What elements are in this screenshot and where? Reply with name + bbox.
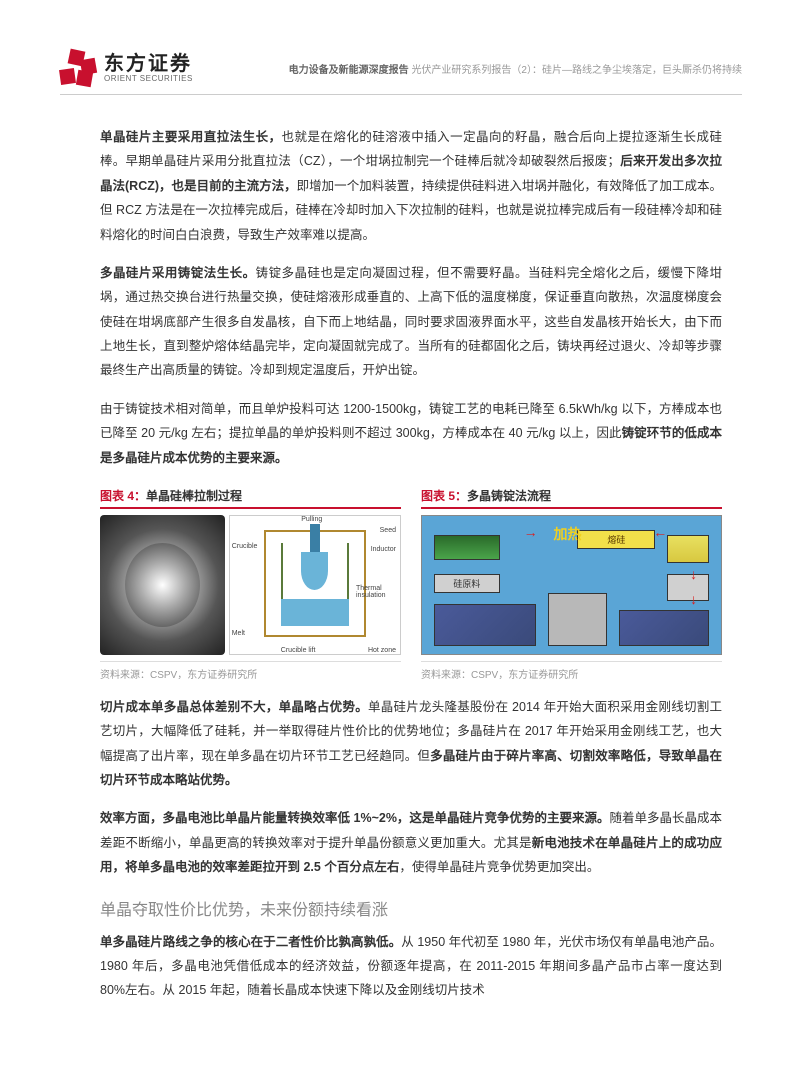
report-category: 电力设备及新能源深度报告 (289, 65, 409, 76)
label-hot: Hot zone (368, 647, 396, 654)
figure-5-source: 资料来源：CSPV，东方证券研究所 (421, 661, 722, 681)
arrow-heat-r: ← (653, 524, 667, 540)
header-meta: 电力设备及新能源深度报告 光伏产业研究系列报告（2）：硅片—路线之争尘埃落定，巨… (223, 50, 742, 78)
paragraph-6: 单多晶硅片路线之争的核心在于二者性价比孰高孰低。从 1950 年代初至 1980… (100, 930, 722, 1003)
f5-ingot-2 (619, 610, 709, 646)
label-pulling: Pulling (301, 516, 322, 523)
paragraph-2: 多晶硅片采用铸锭法生长。铸锭多晶硅也是定向凝固过程，但不需要籽晶。当硅料完全熔化… (100, 261, 722, 383)
figure-4-body: Crucible Pulling Seed Inductor Thermal i… (100, 515, 401, 655)
f5-stage-1 (667, 535, 709, 563)
paragraph-3: 由于铸锭技术相对简单，而且单炉投料可达 1200-1500kg，铸锭工艺的电耗已… (100, 397, 722, 470)
logo-icon (60, 50, 96, 86)
figure-4-title: 图表 4：单晶硅棒拉制过程 (100, 484, 401, 509)
heat-label-l: 加热 (554, 524, 582, 544)
paragraph-4: 切片成本单多晶总体差别不大，单晶略占优势。单晶硅片龙头隆基股份在 2014 年开… (100, 695, 722, 793)
label-lift: Crucible lift (281, 647, 316, 654)
company-logo: 东方证券 ORIENT SECURITIES (60, 50, 193, 86)
f5-stage-2 (667, 574, 709, 602)
company-name-en: ORIENT SECURITIES (104, 75, 193, 84)
figure-5: 图表 5：多晶铸锭法流程 熔硅 硅原料 → 加热 ← (421, 484, 722, 681)
figure-4-photo (100, 515, 225, 655)
arrow-down-1: ↓ (690, 566, 697, 582)
f5-material-label: 硅原料 (434, 574, 500, 593)
paragraph-1: 单晶硅片主要采用直拉法生长，也就是在熔化的硅溶液中插入一定晶向的籽晶，融合后向上… (100, 125, 722, 247)
f5-melt-label: 熔硅 (577, 530, 655, 549)
label-melt: Melt (232, 630, 245, 637)
arrow-down-2: ↓ (690, 591, 697, 607)
page-header: 东方证券 ORIENT SECURITIES 电力设备及新能源深度报告 光伏产业… (60, 50, 742, 95)
label-thermal: Thermal insulation (356, 585, 396, 599)
figure-5-diagram: 熔硅 硅原料 → 加热 ← ↓ ↓ (421, 515, 722, 655)
label-seed: Seed (380, 527, 396, 534)
figure-5-title: 图表 5：多晶铸锭法流程 (421, 484, 722, 509)
arrow-heat-l: → (524, 524, 538, 540)
f5-machine (548, 593, 608, 645)
section-heading: 单晶夺取性价比优势，未来份额持续看涨 (100, 896, 722, 920)
figure-4: 图表 4：单晶硅棒拉制过程 Crucible Pulling Seed Indu… (100, 484, 401, 681)
f5-green-block (434, 535, 500, 560)
figure-row: 图表 4：单晶硅棒拉制过程 Crucible Pulling Seed Indu… (100, 484, 722, 681)
page: 东方证券 ORIENT SECURITIES 电力设备及新能源深度报告 光伏产业… (0, 0, 802, 1047)
label-inductor: Inductor (371, 546, 396, 553)
content: 单晶硅片主要采用直拉法生长，也就是在熔化的硅溶液中插入一定晶向的籽晶，融合后向上… (60, 125, 742, 1003)
label-crucible: Crucible (232, 543, 258, 550)
report-subtitle: 光伏产业研究系列报告（2）：硅片—路线之争尘埃落定，巨头厮杀仍将持续 (411, 65, 742, 76)
figure-4-diagram: Crucible Pulling Seed Inductor Thermal i… (229, 515, 401, 655)
f5-ingot-1 (434, 604, 536, 645)
figure-5-body: 熔硅 硅原料 → 加热 ← ↓ ↓ (421, 515, 722, 655)
logo-text: 东方证券 ORIENT SECURITIES (104, 53, 193, 84)
figure-4-source: 资料来源：CSPV，东方证券研究所 (100, 661, 401, 681)
paragraph-5: 效率方面，多晶电池比单晶片能量转换效率低 1%~2%，这是单晶硅片竞争优势的主要… (100, 806, 722, 879)
company-name-cn: 东方证券 (104, 53, 193, 75)
